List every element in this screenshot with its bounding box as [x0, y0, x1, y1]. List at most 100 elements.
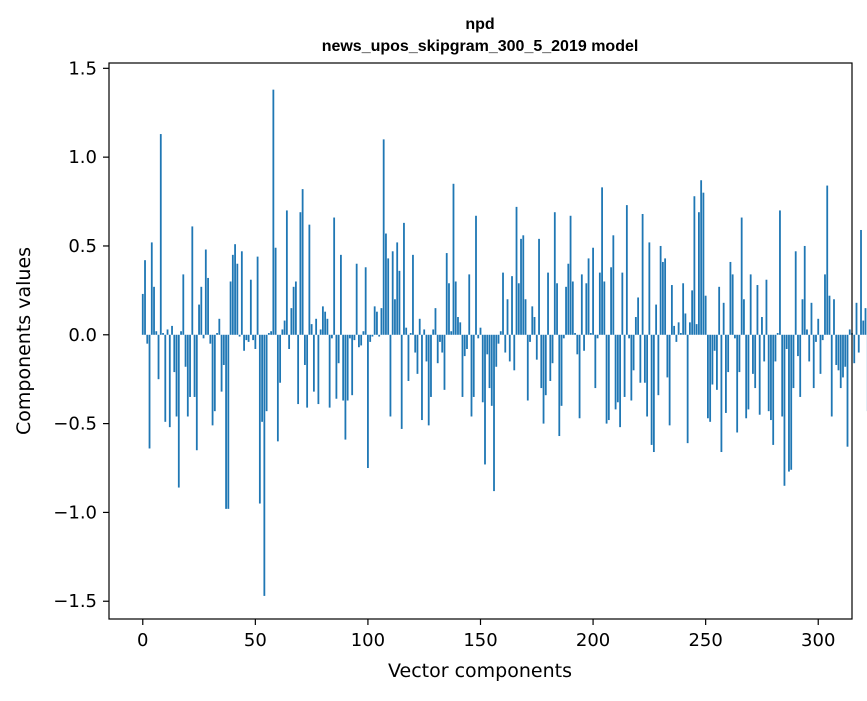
bar: [200, 287, 202, 335]
bar: [455, 281, 457, 334]
bar: [209, 335, 211, 344]
bar: [678, 322, 680, 334]
bar: [486, 335, 488, 355]
bar: [590, 333, 592, 335]
bar: [700, 180, 702, 335]
bar: [833, 299, 835, 335]
bar: [714, 335, 716, 351]
bar: [768, 335, 770, 411]
bar: [410, 333, 412, 335]
bar: [435, 308, 437, 335]
bar: [835, 335, 837, 365]
y-tick-label: 1.0: [68, 147, 97, 168]
y-tick-label: −1.0: [53, 502, 97, 523]
bar: [495, 335, 497, 367]
bar: [167, 329, 169, 334]
bar: [829, 296, 831, 335]
bar: [662, 262, 664, 335]
bar: [680, 333, 682, 335]
bar: [169, 335, 171, 427]
bar: [270, 331, 272, 335]
y-axis-label: Components values: [13, 247, 35, 435]
bar: [558, 335, 560, 436]
bar: [158, 335, 160, 379]
bar: [561, 335, 563, 406]
bar: [606, 335, 608, 424]
bar: [367, 335, 369, 468]
chart-subtitle: news_upos_skipgram_300_5_2019 model: [322, 38, 639, 55]
bar: [444, 335, 446, 390]
bar: [693, 196, 695, 335]
bar: [277, 335, 279, 442]
bar: [462, 335, 464, 397]
bar: [718, 287, 720, 335]
bar: [736, 335, 738, 433]
bar: [185, 335, 187, 367]
bar: [286, 210, 288, 334]
x-tick-label: 150: [463, 630, 497, 651]
bar: [453, 184, 455, 335]
bar: [439, 335, 441, 342]
bar: [153, 287, 155, 335]
bar: [322, 306, 324, 334]
bar: [624, 335, 626, 397]
bar: [772, 335, 774, 445]
bar: [349, 335, 351, 339]
bar: [621, 273, 623, 335]
bar: [308, 225, 310, 335]
bar: [547, 273, 549, 335]
bar: [781, 335, 783, 417]
bar: [824, 274, 826, 334]
bar: [417, 335, 419, 374]
bar: [633, 335, 635, 371]
bar: [520, 239, 522, 335]
bar: [531, 306, 533, 334]
bar: [757, 285, 759, 335]
bar: [806, 329, 808, 334]
bar: [856, 303, 858, 335]
bar: [795, 251, 797, 334]
bar: [441, 335, 443, 353]
bar: [299, 212, 301, 335]
bar: [619, 335, 621, 427]
bar: [583, 335, 585, 351]
bar: [263, 335, 265, 596]
bar: [372, 335, 374, 337]
bar: [543, 335, 545, 424]
bar: [405, 328, 407, 335]
bar: [651, 335, 653, 445]
bar: [763, 335, 765, 362]
bar: [363, 331, 365, 335]
bar: [642, 214, 644, 335]
bar: [194, 335, 196, 397]
bar: [752, 335, 754, 374]
bar: [459, 322, 461, 334]
bar: [385, 234, 387, 335]
bar: [802, 299, 804, 335]
bar: [790, 335, 792, 470]
bar: [664, 258, 666, 334]
bar: [754, 335, 756, 388]
bar: [657, 335, 659, 395]
bar: [813, 335, 815, 388]
bar: [232, 255, 234, 335]
bar: [811, 303, 813, 335]
bar: [797, 335, 799, 356]
bar: [302, 189, 304, 335]
bar: [182, 274, 184, 334]
bar: [311, 324, 313, 335]
bar: [727, 335, 729, 372]
bar: [761, 317, 763, 335]
bar: [655, 305, 657, 335]
bar: [793, 335, 795, 388]
y-tick-label: −1.5: [53, 591, 97, 612]
bar: [750, 274, 752, 334]
bar: [374, 306, 376, 334]
bar: [786, 335, 788, 349]
bar: [466, 335, 468, 349]
bar: [223, 335, 225, 365]
bar: [317, 335, 319, 404]
bar: [464, 335, 466, 356]
bar: [815, 335, 817, 342]
bar: [245, 335, 247, 340]
